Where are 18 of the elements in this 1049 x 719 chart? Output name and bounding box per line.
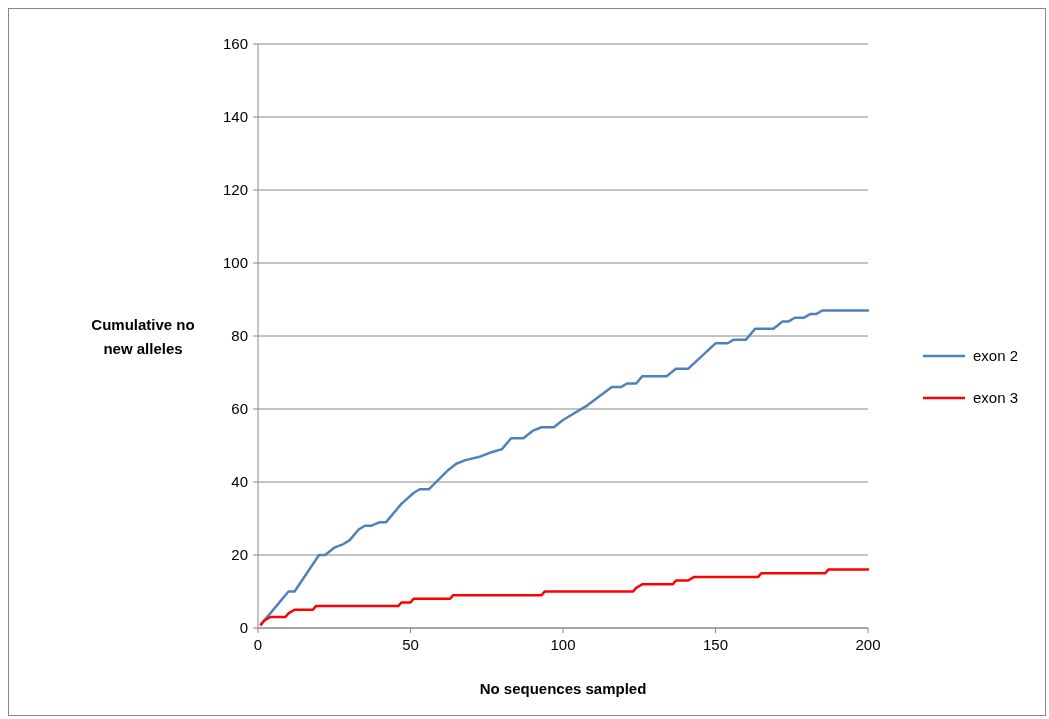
y-axis-title: Cumulative no new alleles	[91, 316, 195, 357]
x-tick-label: 0	[253, 636, 263, 653]
y-tick-label: 80	[231, 327, 248, 345]
x-axis-title: No sequences sampled	[479, 680, 647, 697]
y-tick-label: 60	[231, 400, 248, 418]
y-tick-label: 0	[239, 619, 248, 637]
y-tick-label: 160	[222, 35, 248, 53]
legend-label: exon 3	[973, 389, 1019, 407]
y-tick-label: 140	[222, 108, 248, 126]
y-tick-label: 40	[231, 473, 248, 491]
y-tick-label: 100	[222, 254, 248, 272]
x-tick-label: 150	[702, 636, 729, 653]
x-tick-label: 100	[550, 636, 576, 653]
x-tick-label: 50	[402, 636, 419, 653]
legend-label: exon 2	[973, 347, 1019, 365]
x-tick-label: 200	[855, 636, 881, 653]
y-tick-label: 20	[231, 546, 248, 564]
y-tick-label: 120	[222, 181, 248, 199]
